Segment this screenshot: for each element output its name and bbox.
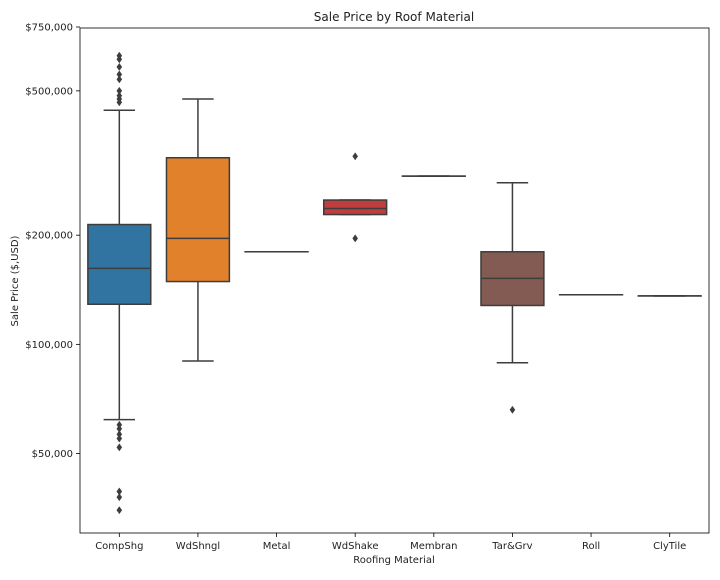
outlier-point bbox=[117, 444, 122, 451]
outlier-point bbox=[117, 71, 122, 78]
outlier-point bbox=[353, 153, 358, 160]
chart-title: Sale Price by Roof Material bbox=[314, 10, 474, 24]
plot-area: $50,000 $100,000 $200,000 $500,000 $750,000 C… bbox=[25, 23, 709, 553]
outlier-point bbox=[510, 406, 515, 413]
y-tick-label: $200,000 bbox=[25, 231, 73, 242]
x-tick-label: Roll bbox=[582, 541, 600, 552]
y-tick-label: $750,000 bbox=[25, 23, 73, 34]
outlier-point bbox=[117, 507, 122, 514]
y-axis-label: Sale Price ($,USD) bbox=[10, 235, 21, 326]
x-tick-label: Tar&Grv bbox=[491, 541, 532, 552]
x-tick-label: ClyTile bbox=[653, 541, 686, 552]
x-tick-label: CompShg bbox=[95, 541, 143, 552]
x-tick-label: WdShake bbox=[332, 541, 379, 552]
outlier-point bbox=[117, 63, 122, 70]
x-tick-label: WdShngl bbox=[176, 541, 220, 552]
x-tick-label: Membran bbox=[410, 541, 457, 552]
outlier-point bbox=[117, 488, 122, 495]
x-tick-label: Metal bbox=[263, 541, 291, 552]
y-tick-label: $100,000 bbox=[25, 340, 73, 351]
box-wdshngl bbox=[166, 158, 229, 282]
box-compshg bbox=[88, 225, 151, 305]
box-wdshake bbox=[324, 200, 387, 215]
y-tick-label: $500,000 bbox=[25, 86, 73, 97]
x-axis-label: Roofing Material bbox=[353, 555, 435, 566]
outlier-point bbox=[353, 235, 358, 242]
y-tick-label: $50,000 bbox=[32, 449, 73, 460]
outlier-point bbox=[117, 87, 122, 94]
